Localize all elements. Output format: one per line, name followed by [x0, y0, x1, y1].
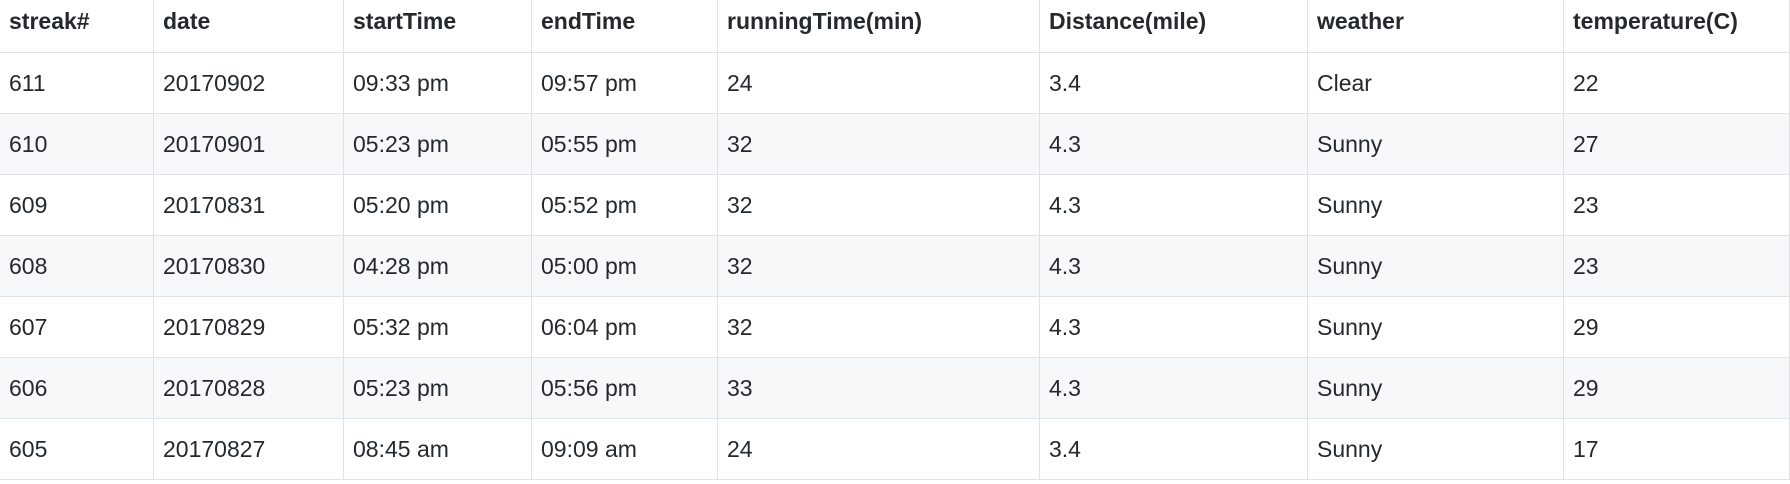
cell-date: 20170901 — [153, 113, 344, 175]
cell-date: 20170831 — [153, 174, 344, 236]
cell-running-time: 24 — [717, 52, 1040, 114]
cell-weather: Sunny — [1307, 357, 1564, 419]
cell-end-time: 09:09 am — [531, 418, 718, 480]
cell-start-time: 05:23 pm — [343, 357, 532, 419]
cell-distance: 4.3 — [1039, 357, 1308, 419]
cell-distance: 4.3 — [1039, 113, 1308, 175]
table-row: 607 20170829 05:32 pm 06:04 pm 32 4.3 Su… — [0, 296, 1790, 358]
cell-running-time: 32 — [717, 296, 1040, 358]
cell-end-time: 05:55 pm — [531, 113, 718, 175]
cell-end-time: 05:56 pm — [531, 357, 718, 419]
cell-streak: 608 — [0, 235, 154, 297]
cell-weather: Sunny — [1307, 418, 1564, 480]
cell-streak: 607 — [0, 296, 154, 358]
cell-weather: Sunny — [1307, 235, 1564, 297]
cell-running-time: 24 — [717, 418, 1040, 480]
cell-temperature: 29 — [1563, 296, 1790, 358]
cell-distance: 4.3 — [1039, 296, 1308, 358]
cell-temperature: 23 — [1563, 174, 1790, 236]
header-row: streak# date startTime endTime runningTi… — [0, 0, 1790, 53]
cell-start-time: 05:32 pm — [343, 296, 532, 358]
cell-weather: Clear — [1307, 52, 1564, 114]
cell-date: 20170827 — [153, 418, 344, 480]
cell-temperature: 23 — [1563, 235, 1790, 297]
header-running-time: runningTime(min) — [717, 0, 1040, 53]
cell-date: 20170902 — [153, 52, 344, 114]
cell-running-time: 32 — [717, 174, 1040, 236]
cell-end-time: 09:57 pm — [531, 52, 718, 114]
cell-distance: 4.3 — [1039, 235, 1308, 297]
header-distance: Distance(mile) — [1039, 0, 1308, 53]
cell-streak: 605 — [0, 418, 154, 480]
cell-weather: Sunny — [1307, 174, 1564, 236]
cell-end-time: 06:04 pm — [531, 296, 718, 358]
cell-distance: 3.4 — [1039, 52, 1308, 114]
cell-temperature: 17 — [1563, 418, 1790, 480]
cell-start-time: 05:23 pm — [343, 113, 532, 175]
cell-weather: Sunny — [1307, 113, 1564, 175]
header-start-time: startTime — [343, 0, 532, 53]
header-date: date — [153, 0, 344, 53]
cell-start-time: 09:33 pm — [343, 52, 532, 114]
cell-running-time: 32 — [717, 113, 1040, 175]
table-row: 608 20170830 04:28 pm 05:00 pm 32 4.3 Su… — [0, 235, 1790, 297]
header-end-time: endTime — [531, 0, 718, 53]
header-streak: streak# — [0, 0, 154, 53]
header-temperature: temperature(C) — [1563, 0, 1790, 53]
table-row: 611 20170902 09:33 pm 09:57 pm 24 3.4 Cl… — [0, 52, 1790, 114]
cell-streak: 609 — [0, 174, 154, 236]
cell-streak: 611 — [0, 52, 154, 114]
cell-distance: 3.4 — [1039, 418, 1308, 480]
cell-start-time: 08:45 am — [343, 418, 532, 480]
cell-start-time: 04:28 pm — [343, 235, 532, 297]
table-row: 609 20170831 05:20 pm 05:52 pm 32 4.3 Su… — [0, 174, 1790, 236]
table-row: 606 20170828 05:23 pm 05:56 pm 33 4.3 Su… — [0, 357, 1790, 419]
table-row: 610 20170901 05:23 pm 05:55 pm 32 4.3 Su… — [0, 113, 1790, 175]
cell-weather: Sunny — [1307, 296, 1564, 358]
cell-distance: 4.3 — [1039, 174, 1308, 236]
table-row: 605 20170827 08:45 am 09:09 am 24 3.4 Su… — [0, 418, 1790, 480]
cell-end-time: 05:00 pm — [531, 235, 718, 297]
cell-temperature: 29 — [1563, 357, 1790, 419]
cell-streak: 606 — [0, 357, 154, 419]
cell-date: 20170830 — [153, 235, 344, 297]
cell-streak: 610 — [0, 113, 154, 175]
table-body: 611 20170902 09:33 pm 09:57 pm 24 3.4 Cl… — [0, 52, 1790, 480]
cell-start-time: 05:20 pm — [343, 174, 532, 236]
cell-temperature: 27 — [1563, 113, 1790, 175]
table-header: streak# date startTime endTime runningTi… — [0, 0, 1790, 53]
cell-running-time: 33 — [717, 357, 1040, 419]
cell-running-time: 32 — [717, 235, 1040, 297]
cell-end-time: 05:52 pm — [531, 174, 718, 236]
cell-date: 20170829 — [153, 296, 344, 358]
cell-date: 20170828 — [153, 357, 344, 419]
cell-temperature: 22 — [1563, 52, 1790, 114]
header-weather: weather — [1307, 0, 1564, 53]
